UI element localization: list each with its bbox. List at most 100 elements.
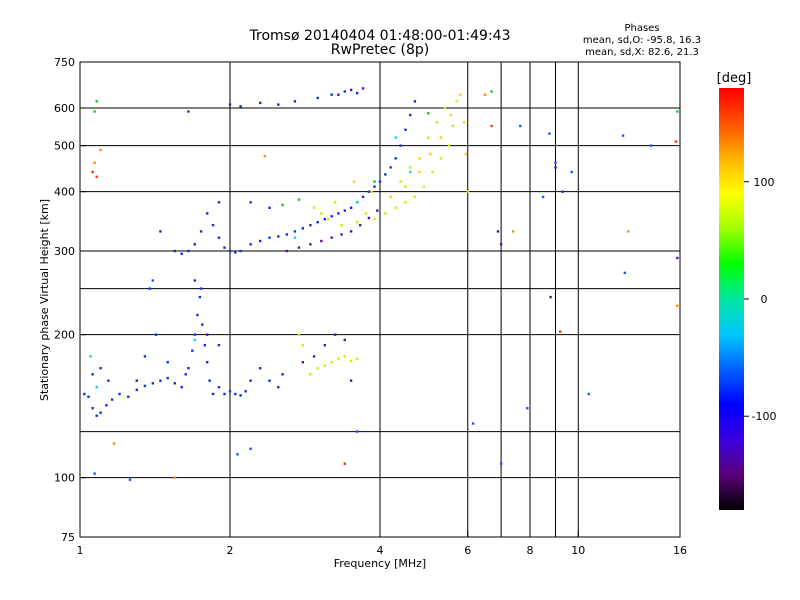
- data-point: [404, 201, 407, 204]
- y-tick-label: 600: [54, 102, 75, 115]
- data-point: [356, 430, 359, 433]
- x-tick-label: 10: [571, 544, 585, 557]
- data-point: [196, 313, 199, 317]
- data-point: [187, 110, 190, 113]
- data-point: [91, 373, 94, 376]
- data-point: [249, 243, 252, 246]
- data-point: [268, 379, 271, 382]
- data-point: [455, 100, 458, 103]
- data-point: [154, 333, 158, 336]
- data-point: [244, 390, 247, 393]
- data-point: [394, 136, 397, 139]
- data-point: [259, 101, 262, 105]
- data-point: [449, 113, 453, 117]
- data-point: [451, 124, 454, 128]
- data-point: [367, 190, 371, 193]
- data-point: [281, 203, 284, 207]
- data-point: [370, 190, 373, 193]
- data-point: [239, 105, 242, 108]
- data-point: [367, 216, 371, 220]
- data-point: [333, 333, 337, 336]
- data-point: [239, 394, 242, 397]
- data-point: [285, 233, 288, 236]
- data-point: [373, 180, 376, 183]
- data-point: [249, 447, 252, 450]
- x-tick-label: 1: [77, 544, 84, 557]
- x-tick-label: 6: [464, 544, 471, 557]
- data-point: [301, 361, 304, 364]
- data-point: [93, 161, 96, 164]
- data-point: [173, 476, 176, 479]
- grid-lines: [80, 62, 680, 537]
- data-point: [95, 414, 98, 417]
- data-point: [259, 239, 262, 243]
- data-point: [356, 201, 359, 204]
- data-point: [570, 170, 573, 174]
- data-point: [184, 373, 187, 376]
- data-point: [431, 170, 434, 174]
- data-point: [217, 386, 221, 389]
- data-point: [91, 170, 94, 174]
- data-point: [297, 333, 301, 336]
- data-point: [112, 442, 116, 445]
- data-point: [413, 100, 417, 103]
- data-points: [83, 87, 679, 481]
- data-point: [166, 376, 169, 380]
- data-point: [293, 100, 297, 103]
- data-point: [413, 195, 417, 199]
- data-point: [621, 134, 625, 137]
- data-point: [268, 236, 271, 239]
- data-point: [206, 333, 209, 336]
- x-axis-label: Frequency [MHz]: [334, 557, 426, 570]
- data-point: [429, 152, 432, 156]
- data-point: [91, 407, 94, 410]
- data-point: [83, 392, 86, 396]
- data-point: [135, 388, 138, 392]
- y-tick-label: 300: [54, 245, 75, 258]
- data-point: [499, 243, 503, 246]
- phase-line-o: mean, sd,O: -95.8, 16.3: [583, 35, 701, 46]
- data-point: [151, 382, 154, 385]
- data-point: [263, 155, 267, 158]
- data-point: [356, 221, 359, 224]
- colorbar-tick-label: -100: [752, 410, 777, 423]
- data-point: [499, 462, 503, 465]
- data-point: [623, 271, 626, 274]
- data-point: [490, 90, 493, 93]
- data-point: [223, 246, 226, 249]
- x-tick-label: 8: [527, 544, 534, 557]
- data-point: [301, 227, 304, 230]
- data-point: [349, 359, 353, 363]
- data-point: [376, 209, 379, 212]
- data-point: [389, 195, 392, 199]
- data-point: [320, 239, 323, 243]
- data-point: [316, 367, 319, 370]
- data-point: [418, 157, 421, 160]
- colorbar-ticks: 100 0 -100: [744, 176, 776, 423]
- y-axis-label: Stationary phase Virtual Height [km]: [38, 199, 51, 401]
- data-point: [349, 88, 353, 92]
- data-point: [95, 386, 98, 389]
- data-point: [249, 201, 252, 204]
- data-point: [447, 144, 451, 147]
- data-point: [99, 411, 102, 414]
- data-point: [349, 206, 353, 209]
- data-point: [143, 355, 147, 358]
- data-point: [217, 201, 221, 204]
- data-point: [268, 206, 271, 209]
- data-point: [173, 249, 176, 253]
- y-tick-label: 400: [54, 186, 75, 199]
- data-point: [394, 206, 397, 209]
- data-point: [118, 392, 121, 396]
- data-point: [199, 287, 203, 290]
- data-point: [389, 166, 392, 169]
- data-point: [223, 392, 226, 396]
- data-point: [361, 87, 365, 90]
- data-point: [259, 367, 262, 370]
- data-point: [548, 132, 551, 135]
- data-point: [549, 295, 552, 299]
- data-point: [228, 249, 232, 253]
- data-point: [320, 212, 323, 215]
- data-point: [435, 121, 438, 124]
- data-point: [349, 379, 353, 382]
